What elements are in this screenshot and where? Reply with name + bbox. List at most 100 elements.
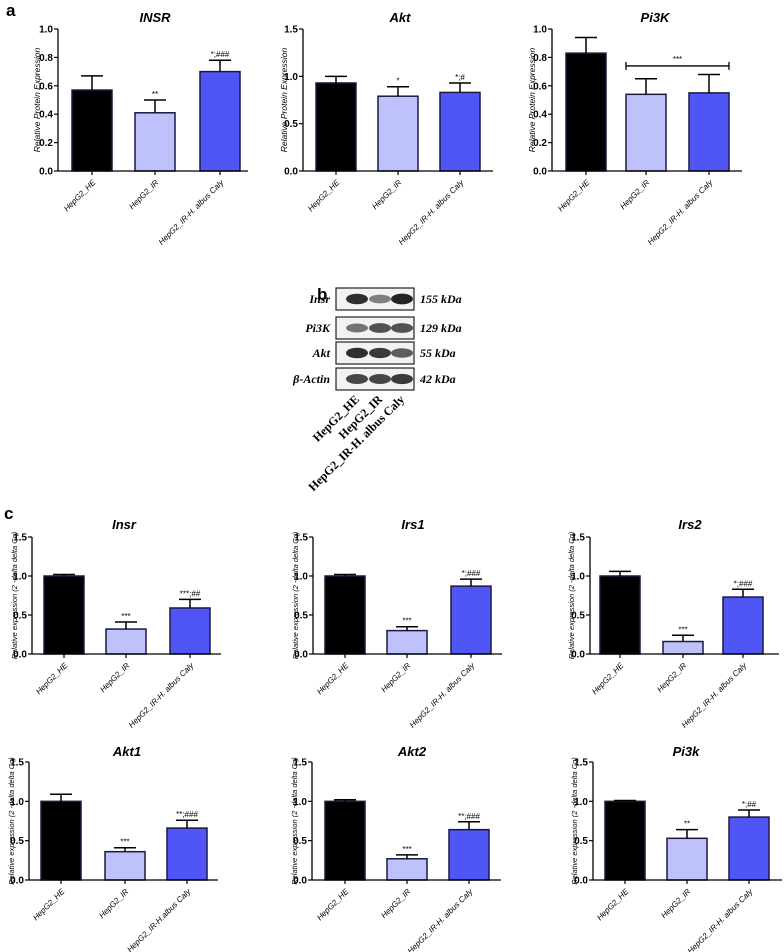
y-tick-label: 0.0	[294, 650, 308, 661]
blot-protein-label: Pi3K	[305, 321, 331, 335]
category-label: HepG2_IR-H. albus Caly	[408, 660, 477, 729]
bar-hepg2-ir	[662, 640, 704, 655]
y-tick-label: 0.0	[533, 167, 547, 178]
y-tick-label: 1.0	[571, 572, 585, 583]
y-tick-label: 1.5	[284, 25, 298, 36]
category-label: HepG2_IR	[127, 178, 160, 211]
chart-title: INSR	[139, 10, 171, 25]
category-label: HepG2_IR	[370, 178, 403, 211]
significance-label: ***	[402, 845, 411, 854]
blot-size-label: 155 kDa	[420, 292, 462, 306]
significance-label: ***	[673, 55, 682, 64]
significance-label: ***	[678, 625, 687, 634]
bar-hepg2-he	[324, 800, 366, 881]
y-tick-label: 0.6	[533, 81, 547, 92]
chart-title: Pi3K	[641, 10, 672, 25]
significance-label: *;###	[462, 569, 481, 578]
y-tick-label: 0.6	[39, 81, 53, 92]
protein-band	[369, 374, 391, 384]
y-tick-label: 1.0	[13, 572, 27, 583]
significance-label: **;###	[458, 812, 480, 821]
y-axis-label: Relative expression (2 -delta delta Cq)	[290, 757, 299, 885]
category-label: HepG2_IR-H. albus Caly	[157, 177, 226, 246]
y-tick-label: 1.0	[533, 25, 547, 36]
category-label: HepG2_HE	[62, 178, 98, 214]
chart-c-irs1: Irs1 Relative expression (2 -delta delta …	[291, 517, 502, 730]
blot-size-label: 42 kDa	[419, 372, 456, 386]
y-tick-label: 1.5	[293, 758, 307, 769]
category-label: HepG2_IR-H. albus Caly	[680, 660, 749, 729]
y-tick-label: 0.5	[13, 611, 27, 622]
significance-label: ***;##	[180, 589, 201, 598]
y-tick-label: 1.5	[294, 533, 308, 544]
chart-a-akt: Akt Relative Protein Expression HepG2_HE * H…	[279, 10, 493, 247]
chart-c-pi3k: Pi3k Relative expression (2 -delta delta …	[570, 744, 782, 952]
bar-hepg2-ir-h-albus-caly	[166, 827, 208, 881]
y-tick-label: 0.4	[39, 110, 53, 121]
y-axis-label: Relative expression (2 -delta delta Cq)	[570, 757, 579, 885]
protein-band	[346, 374, 368, 384]
y-axis-label: Relative expression (2 -delta delta Cq)	[567, 531, 576, 659]
bar-hepg2-ir-h-albus-caly	[448, 828, 490, 881]
bar-hepg2-ir	[134, 112, 176, 172]
category-label: HepG2_HE	[306, 178, 342, 214]
category-label: HepG2_IR	[98, 661, 131, 694]
category-label: HepG2_IR	[97, 887, 130, 920]
y-tick-label: 1.5	[571, 533, 585, 544]
blot-row-pi3k: Pi3K 129 kDa	[305, 316, 462, 340]
y-axis-label: Relative Protein Expression	[32, 48, 42, 153]
bar-hepg2-ir	[666, 837, 708, 881]
chart-title: Akt1	[112, 744, 141, 759]
significance-label: **;###	[176, 810, 198, 819]
chart-title: Akt2	[397, 744, 427, 759]
bar-hepg2-ir-h-albus-caly	[439, 91, 481, 172]
chart-title: Irs1	[401, 517, 424, 532]
protein-band	[391, 293, 413, 305]
y-tick-label: 0.5	[10, 836, 24, 847]
significance-label: ***	[120, 838, 129, 847]
bar-hepg2-he	[599, 575, 641, 655]
charts-group: INSR Relative Protein Expression HepG2_HE *…	[7, 10, 782, 952]
chart-a-insr: INSR Relative Protein Expression HepG2_HE *…	[32, 10, 248, 247]
bar-hepg2-ir-h-albus-caly	[688, 92, 730, 172]
category-label: HepG2_IR-H. albus Caly	[397, 177, 466, 246]
bar-hepg2-ir-h-albus-caly	[450, 585, 492, 655]
blot-size-label: 129 kDa	[420, 321, 462, 335]
chart-title: Pi3k	[673, 744, 701, 759]
bar-hepg2-ir-h-albus-caly	[169, 607, 211, 655]
protein-band	[391, 348, 413, 358]
category-label: HepG2_IR-H. albus Caly	[686, 886, 755, 952]
bar-hepg2-ir	[105, 628, 147, 655]
blot-row-akt: Akt 55 kDa	[312, 341, 456, 365]
category-label: HepG2_IR	[655, 661, 688, 694]
blot-row-insr: Insr 155 kDa	[308, 287, 462, 311]
chart-a-pi3k: Pi3K Relative Protein Expression HepG2_HE H…	[527, 10, 742, 247]
blot-row--actin: β-Actin 42 kDa	[292, 367, 456, 391]
y-axis-label: Relative expression (2 -delta delta Cq)	[10, 531, 19, 659]
y-tick-label: 0.5	[574, 836, 588, 847]
category-label: HepG2_IR	[659, 887, 692, 920]
blot-protein-label: Insr	[308, 292, 330, 306]
bar-hepg2-he	[324, 575, 366, 655]
y-axis-label: Relative Protein Expression	[279, 48, 289, 153]
category-label: HepG2_IR-H. albus Caly	[127, 660, 196, 729]
category-label: HepG2_IR	[379, 661, 412, 694]
category-label: HepG2_HE	[590, 661, 626, 697]
y-tick-label: 0.0	[39, 167, 53, 178]
y-tick-label: 1.0	[574, 797, 588, 808]
blot-protein-label: Akt	[312, 346, 331, 360]
bar-hepg2-he	[565, 52, 607, 172]
y-tick-label: 0.8	[39, 53, 53, 64]
category-label: HepG2_IR-H.albus Caly	[125, 886, 193, 952]
y-tick-label: 0.0	[571, 650, 585, 661]
y-tick-label: 1.0	[294, 572, 308, 583]
y-tick-label: 1.0	[293, 797, 307, 808]
panel-letter-a: a	[6, 1, 16, 20]
bar-hepg2-ir-h-albus-caly	[199, 70, 241, 172]
significance-label: *;###	[734, 579, 753, 588]
y-tick-label: 0.2	[533, 138, 547, 149]
protein-band	[369, 323, 391, 333]
y-tick-label: 0.0	[10, 876, 24, 887]
bar-hepg2-he	[604, 800, 646, 881]
